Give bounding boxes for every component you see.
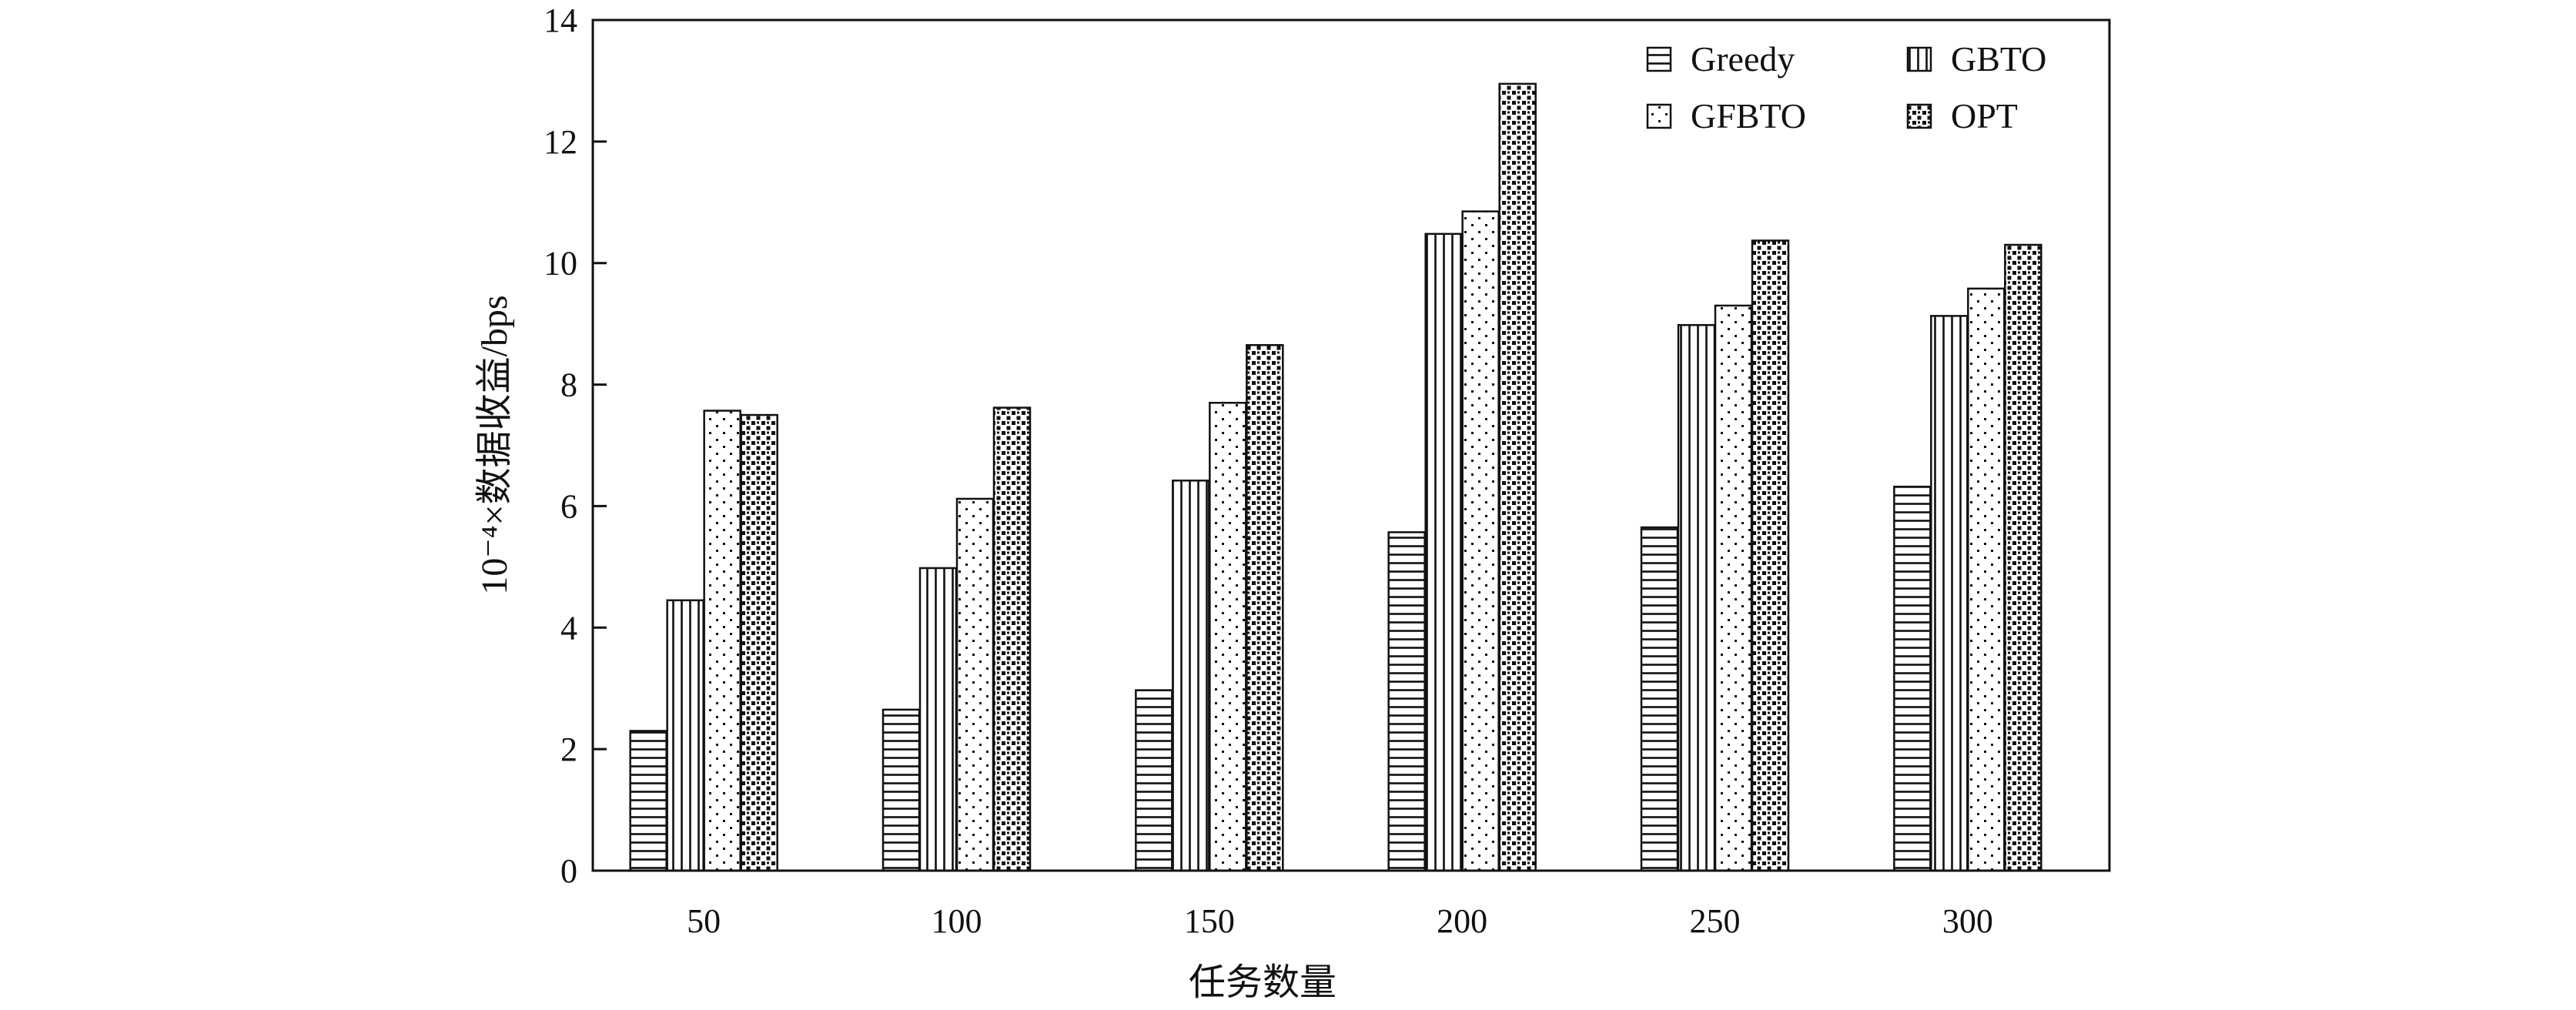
bar-greedy	[629, 730, 667, 872]
y-axis: 0 2 4 6 8 10 12 14	[544, 2, 607, 890]
y-tick-label: 14	[544, 2, 577, 39]
y-tick-label: 6	[560, 487, 577, 525]
legend-swatch-opt	[1906, 103, 1932, 129]
x-axis: 50 100 150 200 250 300	[687, 902, 1993, 940]
bar-opt	[2004, 243, 2042, 872]
y-tick-label: 8	[560, 366, 577, 404]
legend-label-opt: OPT	[1951, 96, 2018, 135]
y-tick-label: 10	[544, 245, 577, 283]
bar-gbto	[666, 599, 704, 872]
bar-opt	[1498, 82, 1537, 872]
legend-label-gbto: GBTO	[1951, 39, 2046, 79]
legend-label-gfbto: GFBTO	[1691, 96, 1806, 135]
plot-frame	[591, 18, 2111, 872]
bars-layer	[629, 82, 2042, 872]
legend-label-greedy: Greedy	[1691, 39, 1795, 79]
x-tick-label: 250	[1690, 902, 1741, 940]
legend: Greedy GBTO GFBTO OPT	[1646, 39, 2046, 135]
bar-gbto	[1677, 323, 1716, 872]
bar-opt	[1751, 239, 1790, 872]
bar-gfbto	[1967, 287, 2006, 872]
bar-gfbto	[955, 497, 995, 872]
y-tick-label: 2	[560, 731, 577, 768]
bar-greedy	[882, 708, 921, 872]
bar-gfbto	[1209, 402, 1247, 872]
x-tick-label: 150	[1184, 902, 1235, 940]
bar-gfbto	[1714, 304, 1753, 872]
bar-greedy	[1640, 526, 1679, 872]
bar-opt	[1246, 344, 1284, 872]
legend-swatch-gbto	[1906, 46, 1932, 72]
bar-gfbto	[1461, 210, 1500, 872]
x-tick-label: 50	[687, 902, 721, 940]
bar-gbto	[1172, 480, 1210, 872]
bar-greedy	[1893, 485, 1932, 872]
legend-swatch-gfbto	[1646, 103, 1672, 129]
x-tick-label: 300	[1942, 902, 1993, 940]
bar-opt	[992, 406, 1032, 872]
y-tick-label: 4	[560, 609, 577, 647]
bar-opt	[740, 413, 778, 872]
y-axis-title: 10⁻⁴×数据收益/bps	[474, 295, 515, 594]
bar-greedy	[1387, 531, 1426, 872]
legend-swatch-greedy	[1646, 46, 1672, 72]
x-tick-label: 200	[1437, 902, 1487, 940]
bar-gbto	[1930, 315, 1969, 872]
bar-greedy	[1135, 689, 1173, 872]
bar-gbto	[1424, 232, 1463, 872]
x-axis-title: 任务数量	[1189, 962, 1337, 1003]
y-tick-label: 12	[544, 123, 577, 161]
bar-gbto	[918, 567, 958, 872]
y-tick-label: 0	[560, 852, 577, 890]
x-tick-label: 100	[932, 902, 982, 940]
bar-gfbto	[703, 410, 741, 872]
